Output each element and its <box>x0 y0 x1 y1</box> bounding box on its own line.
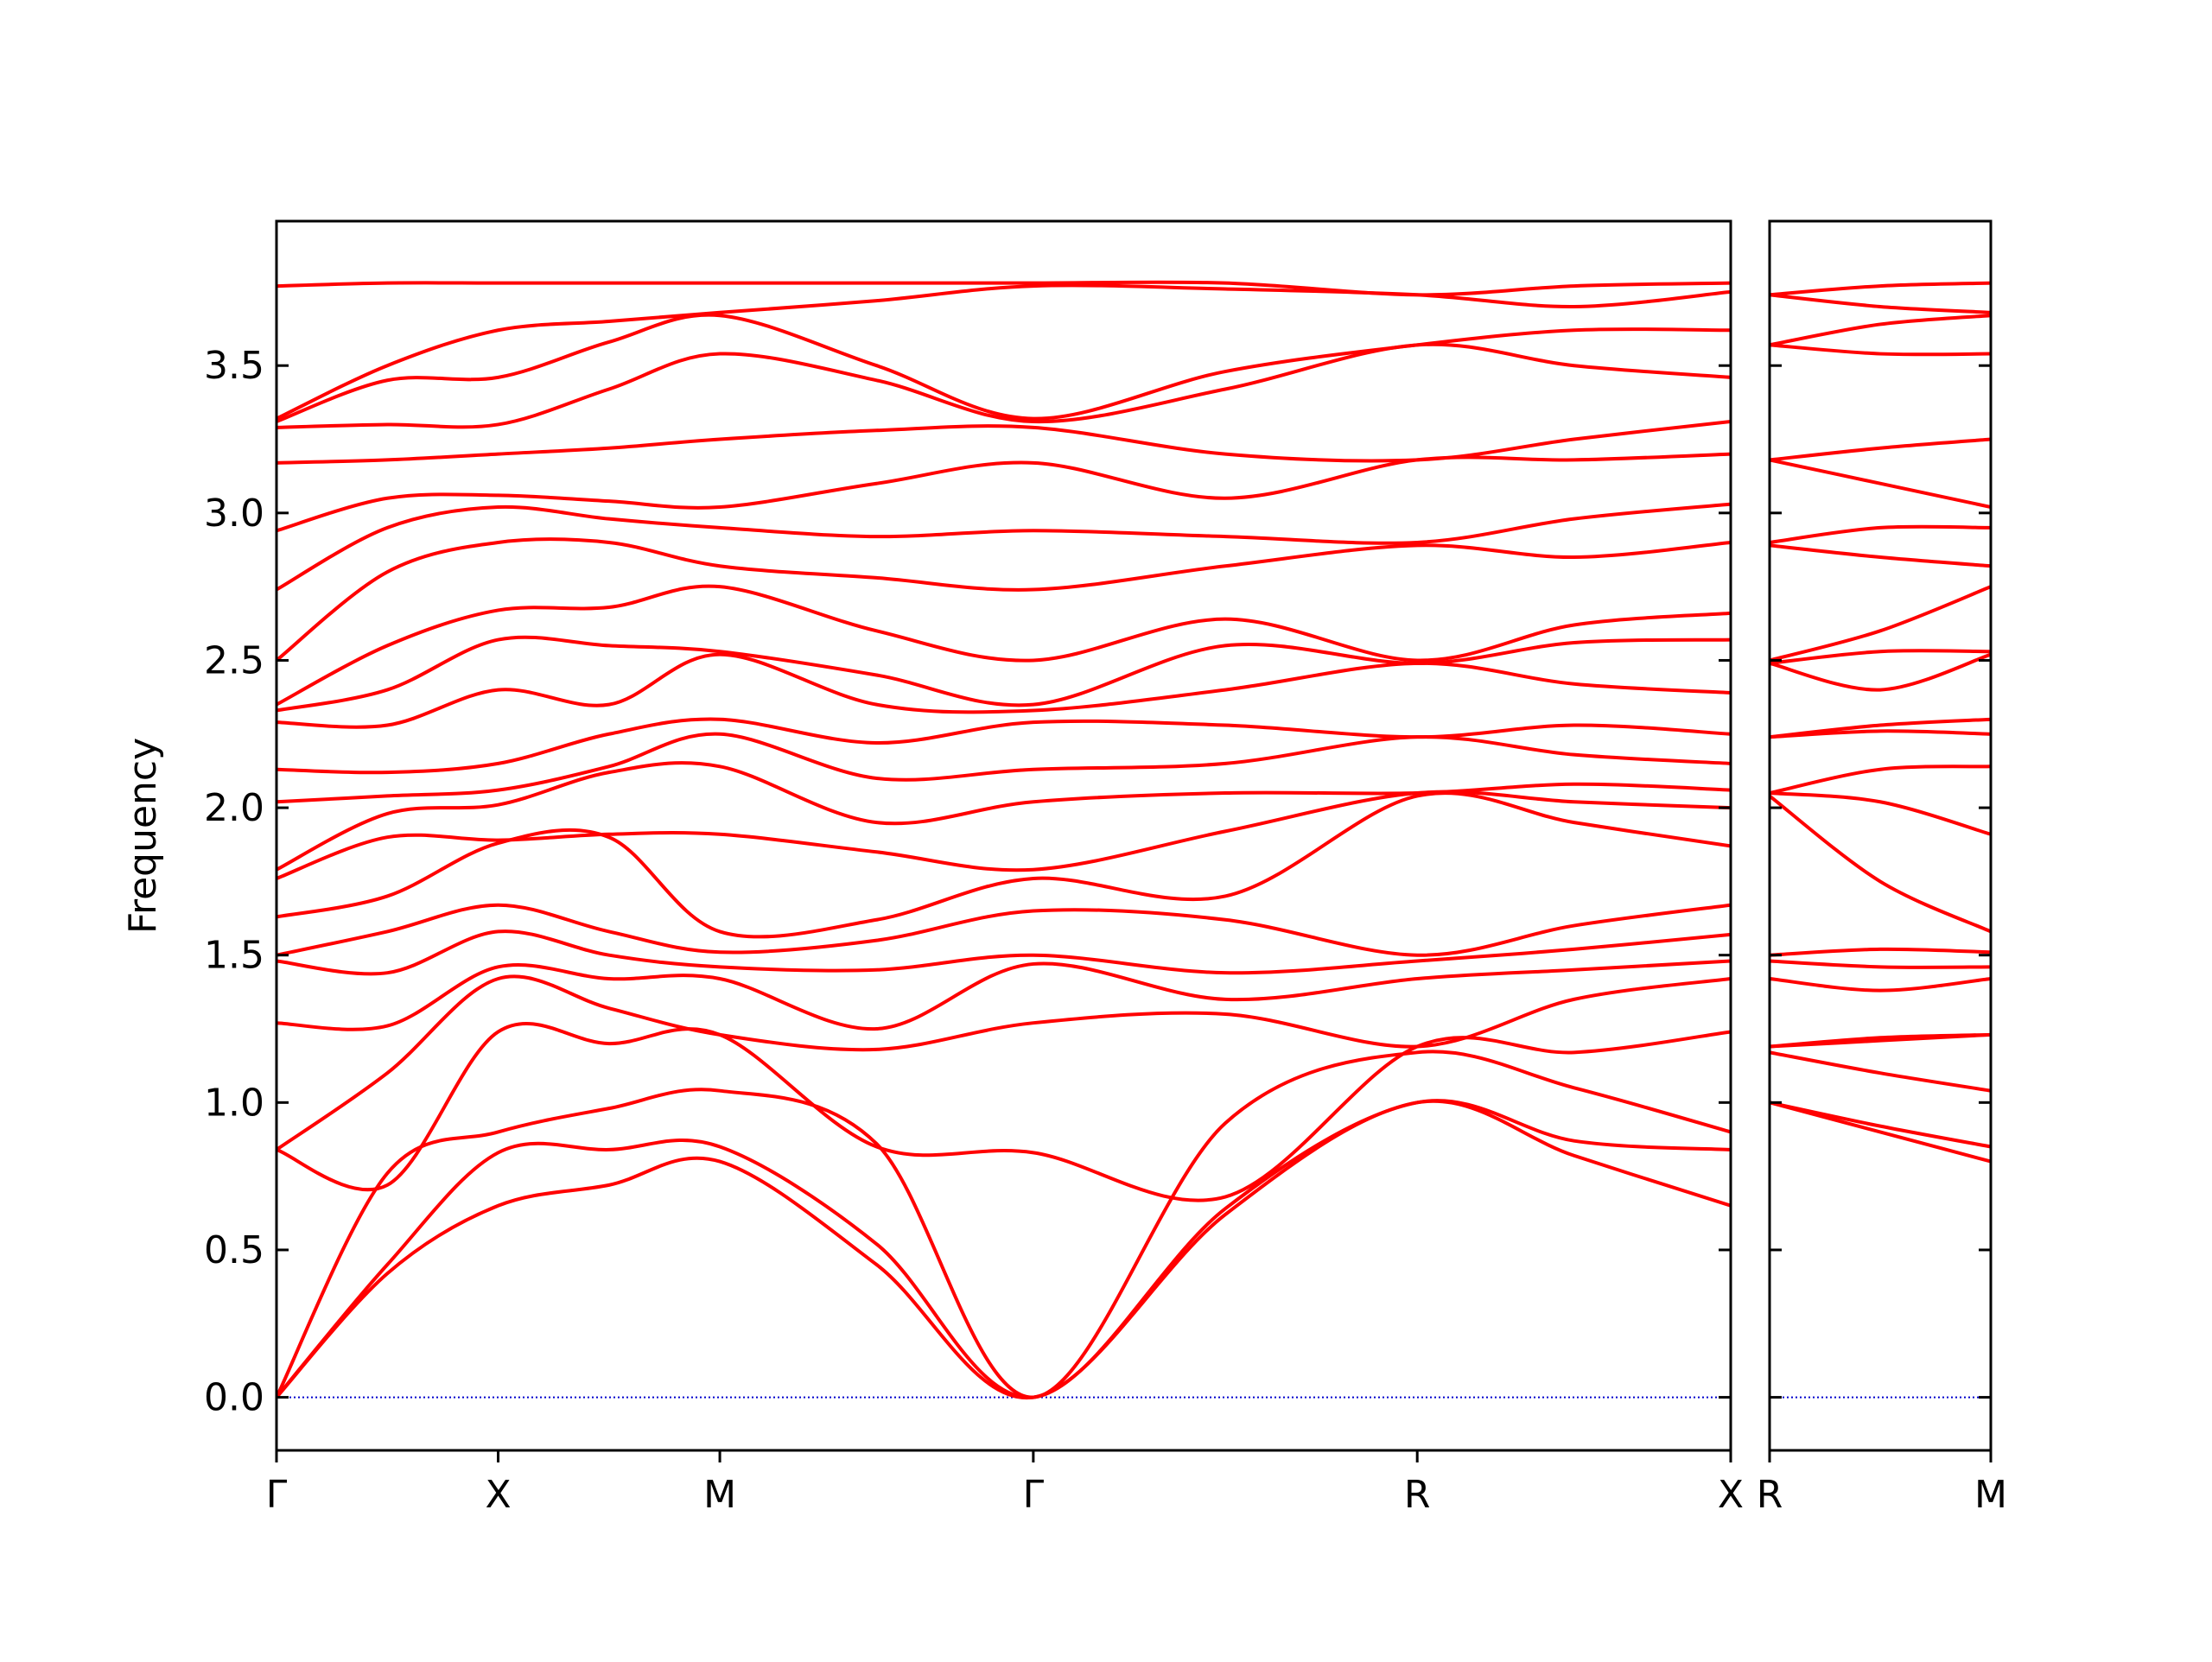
y-tick-label: 2.0 <box>204 786 264 830</box>
band-line <box>1770 281 1991 297</box>
band-line <box>1770 649 1991 665</box>
band-line <box>276 502 1731 592</box>
band-line <box>276 652 1731 729</box>
band-line <box>276 1099 1731 1400</box>
y-axis-label: Frequency <box>121 738 165 934</box>
band-line <box>276 1050 1731 1399</box>
plot-frame <box>1768 219 1993 1452</box>
band-line <box>276 313 1731 423</box>
band-line <box>1770 794 1991 934</box>
band-line <box>1770 437 1991 462</box>
band-line <box>1770 524 1991 544</box>
band-line <box>1770 1101 1991 1149</box>
x-tick-label: X <box>1718 1473 1744 1517</box>
band-line <box>276 717 1731 775</box>
band-line <box>276 761 1731 872</box>
band-line <box>276 280 1731 297</box>
y-tick-label: 3.5 <box>204 344 264 388</box>
band-line <box>1770 343 1991 357</box>
x-tick-label: R <box>1757 1473 1783 1517</box>
band-line <box>1770 458 1991 509</box>
band-line <box>1770 764 1991 795</box>
band-line <box>276 537 1731 663</box>
band-line <box>276 452 1731 533</box>
y-tick-label: 1.0 <box>204 1081 264 1125</box>
band-line <box>1770 791 1991 836</box>
band-line <box>1770 959 1991 969</box>
band-line <box>276 342 1731 429</box>
x-tick-label: Γ <box>266 1473 288 1517</box>
band-line <box>1770 652 1991 692</box>
x-tick-label: M <box>1974 1473 2007 1517</box>
band-line <box>276 790 1731 880</box>
band-line <box>276 903 1731 957</box>
x-tick-label: M <box>703 1473 736 1517</box>
y-tick-label: 3.0 <box>204 492 264 536</box>
band-line <box>276 732 1731 804</box>
band-line <box>276 420 1731 465</box>
band-line <box>1770 314 1991 347</box>
y-tick-label: 0.5 <box>204 1228 264 1272</box>
x-tick-label: X <box>485 1473 511 1517</box>
band-line <box>1770 543 1991 568</box>
y-tick-label: 0.0 <box>204 1376 264 1420</box>
band-line <box>276 635 1731 713</box>
band-line <box>276 929 1731 976</box>
band-line <box>276 584 1731 707</box>
band-line <box>1770 977 1991 993</box>
x-tick-label: R <box>1404 1473 1431 1517</box>
band-line <box>276 974 1731 1151</box>
band-line <box>276 791 1731 939</box>
y-tick-label: 1.5 <box>204 934 264 978</box>
band-line <box>1770 293 1991 314</box>
band-line <box>1770 1050 1991 1093</box>
band-line <box>1770 1032 1991 1049</box>
band-line <box>276 1099 1731 1399</box>
band-line <box>276 283 1731 421</box>
y-tick-label: 2.5 <box>204 638 264 682</box>
band-line <box>276 959 1731 1031</box>
band-line <box>1770 717 1991 739</box>
plot-frame <box>275 219 1732 1452</box>
x-tick-label: Γ <box>1023 1473 1045 1517</box>
band-line <box>1770 585 1991 663</box>
band-line <box>1770 947 1991 957</box>
band-line <box>276 1022 1731 1202</box>
